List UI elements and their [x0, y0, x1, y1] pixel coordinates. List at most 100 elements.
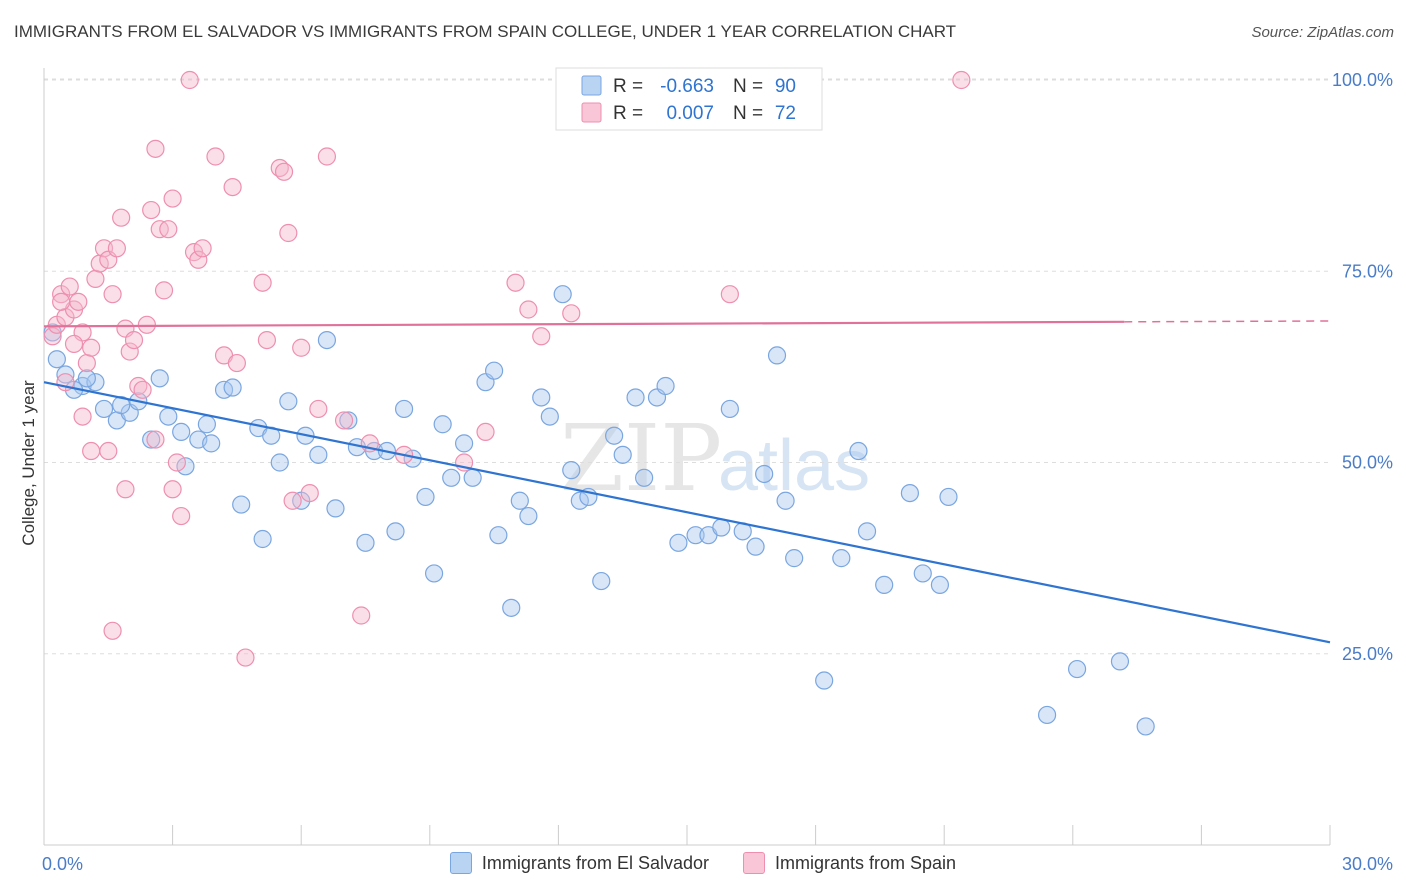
- stats-n-value-0: 90: [775, 76, 796, 97]
- point-spain-62: [116, 480, 135, 499]
- point-el-salvador-37: [416, 487, 435, 507]
- point-el-salvador-79: [913, 564, 932, 583]
- point-spain-68: [52, 292, 71, 311]
- point-spain-39: [236, 648, 255, 667]
- point-el-salvador-63: [686, 526, 705, 545]
- point-spain-60: [720, 285, 739, 304]
- point-spain-41: [257, 331, 277, 350]
- legend-label-spain: Immigrants from Spain: [775, 852, 957, 873]
- point-el-salvador-13: [176, 457, 195, 476]
- point-spain-0: [43, 327, 62, 346]
- point-el-salvador-0: [47, 350, 66, 369]
- point-spain-19: [124, 331, 144, 350]
- point-el-salvador-44: [485, 361, 504, 380]
- point-el-salvador-38: [424, 564, 444, 583]
- x-tick-label-1: 30.0%: [1342, 854, 1393, 874]
- point-spain-69: [64, 334, 84, 354]
- point-spain-14: [103, 285, 122, 304]
- legend-item-spain[interactable]: Immigrants from Spain: [743, 852, 956, 874]
- stats-r-label-1: R =: [613, 103, 643, 124]
- point-spain-8: [77, 353, 96, 373]
- point-el-salvador-78: [900, 484, 920, 503]
- stats-swatch-1: [581, 102, 602, 123]
- point-el-salvador-31: [356, 533, 375, 552]
- point-el-salvador-29: [339, 411, 358, 430]
- point-spain-33: [189, 250, 208, 269]
- stats-swatch-0: [581, 75, 602, 96]
- point-spain-46: [292, 338, 311, 357]
- point-el-salvador-9: [142, 430, 161, 449]
- point-el-salvador-26: [309, 445, 328, 464]
- point-el-salvador-80: [930, 575, 950, 595]
- point-el-salvador-61: [656, 376, 675, 396]
- y-tick-label-2: 50.0%: [1342, 453, 1393, 473]
- point-spain-29: [167, 453, 186, 472]
- chart-title: IMMIGRANTS FROM EL SALVADOR VS IMMIGRANT…: [14, 22, 957, 41]
- stats-n-label-1: N =: [733, 103, 763, 124]
- point-spain-10: [86, 269, 105, 288]
- point-el-salvador-51: [553, 285, 572, 304]
- point-el-salvador-3: [86, 373, 105, 392]
- stats-n-value-1: 72: [775, 103, 796, 124]
- y-tick-label-1: 75.0%: [1342, 261, 1393, 281]
- watermark-atlas: atlas: [718, 426, 870, 506]
- point-el-salvador-48: [519, 506, 538, 526]
- point-el-salvador-39: [433, 415, 452, 434]
- y-axis-title: College, Under 1 year: [19, 380, 38, 546]
- point-spain-31: [180, 70, 199, 90]
- point-el-salvador-17: [223, 378, 242, 397]
- point-el-salvador-66: [720, 399, 739, 419]
- point-spain-26: [154, 281, 174, 300]
- point-spain-28: [163, 189, 182, 208]
- point-spain-47: [300, 484, 319, 503]
- point-spain-37: [223, 178, 242, 197]
- point-spain-38: [227, 353, 246, 373]
- trend-line-spain: [43, 320, 1125, 328]
- point-el-salvador-88: [112, 396, 131, 415]
- point-spain-43: [274, 162, 294, 181]
- point-el-salvador-15: [197, 415, 216, 434]
- point-el-salvador-49: [532, 388, 551, 407]
- bottom-legend: Immigrants from El Salvador Immigrants f…: [0, 852, 1406, 874]
- point-el-salvador-82: [1037, 705, 1057, 725]
- point-el-salvador-81: [939, 487, 958, 507]
- stats-r-value-0: -0.663: [660, 76, 714, 97]
- point-el-salvador-65: [712, 518, 731, 537]
- point-el-salvador-68: [746, 537, 765, 556]
- point-el-salvador-1: [56, 365, 75, 384]
- point-el-salvador-28: [326, 499, 345, 518]
- point-el-salvador-53: [570, 491, 589, 510]
- point-el-salvador-70: [767, 346, 787, 365]
- point-el-salvador-35: [394, 399, 414, 419]
- legend-item-el-salvador[interactable]: Immigrants from El Salvador: [449, 852, 709, 874]
- point-el-salvador-72: [785, 549, 804, 568]
- trend-line-spain-extension: [1124, 320, 1331, 323]
- point-el-salvador-22: [270, 453, 289, 472]
- trend-line-el-salvador: [43, 381, 1331, 644]
- point-el-salvador-84: [1110, 652, 1130, 671]
- y-tick-label-0: 100.0%: [1332, 70, 1393, 90]
- point-el-salvador-42: [463, 468, 482, 487]
- point-spain-4: [60, 277, 79, 296]
- point-spain-12: [94, 239, 114, 258]
- point-el-salvador-55: [592, 571, 611, 591]
- legend-swatch-blue: [449, 852, 472, 874]
- legend-swatch-pink: [743, 852, 765, 874]
- point-el-salvador-10: [150, 369, 169, 388]
- point-el-salvador-75: [849, 441, 868, 461]
- point-el-salvador-41: [454, 434, 474, 453]
- point-el-salvador-12: [172, 422, 191, 441]
- point-spain-6: [69, 292, 88, 311]
- point-el-salvador-58: [626, 388, 645, 407]
- point-el-salvador-76: [857, 522, 877, 541]
- point-spain-30: [172, 506, 191, 526]
- point-spain-34: [193, 239, 212, 258]
- point-spain-59: [562, 304, 581, 323]
- point-spain-18: [120, 342, 139, 361]
- point-el-salvador-18: [232, 495, 251, 514]
- point-el-salvador-59: [635, 468, 654, 487]
- point-el-salvador-89: [202, 434, 221, 453]
- point-spain-61: [952, 70, 971, 90]
- watermark-zip: ZIP: [560, 405, 722, 512]
- point-spain-67: [163, 480, 182, 499]
